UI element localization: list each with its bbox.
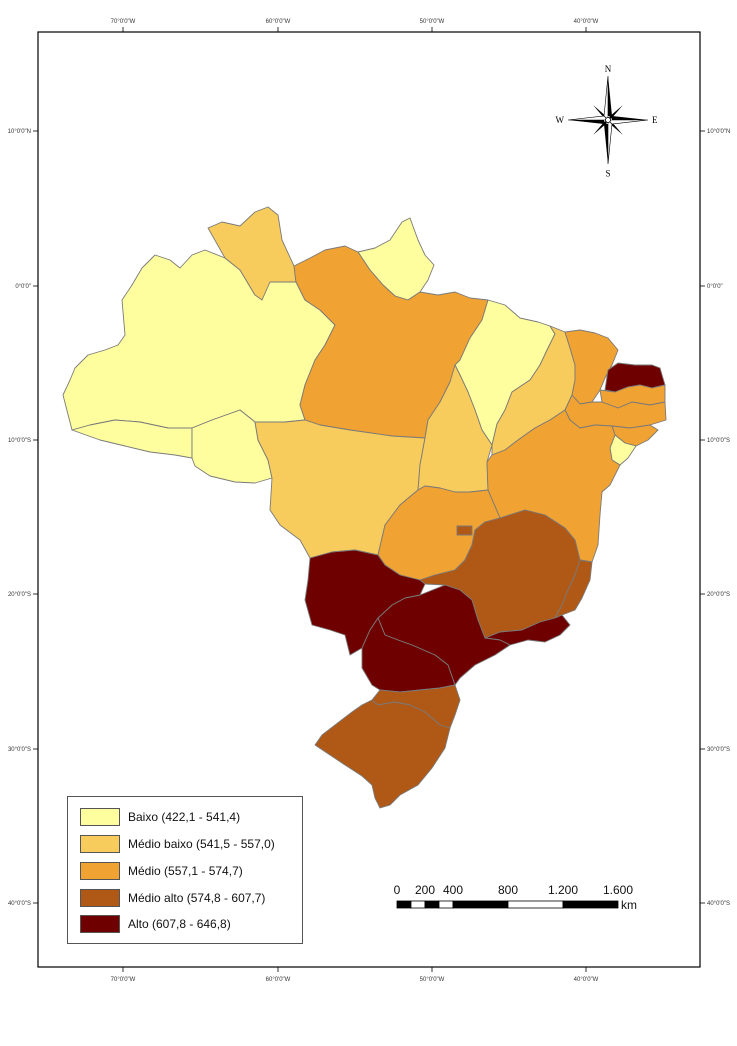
state-rio-grande-do-sul — [314, 699, 451, 809]
scale-segment — [410, 900, 426, 909]
legend-label: Médio baixo (541,5 - 557,0) — [128, 837, 275, 851]
legend-swatch — [80, 915, 120, 933]
left-tick-label: 0°0'0" — [15, 284, 31, 290]
legend-item: Médio alto (574,8 - 607,7) — [80, 888, 265, 908]
legend-label: Médio alto (574,8 - 607,7) — [128, 891, 266, 905]
right-tick-label: 30°0'0"S — [707, 747, 730, 753]
compass-ray-sw — [593, 121, 607, 135]
top-tick-label: 50°0'0"W — [420, 19, 445, 25]
scale-segment — [438, 900, 454, 909]
right-tick-label: 20°0'0"S — [707, 592, 730, 598]
bottom-tick-label: 40°0'0"W — [574, 977, 599, 983]
left-tick-label: 10°0'0"N — [8, 129, 31, 135]
left-graticule-ticks: 10°0'0"N 0°0'0" 10°0'0"S 20°0'0"S 30°0'0… — [8, 129, 38, 907]
legend-item: Médio (557,1 - 574,7) — [80, 861, 243, 881]
compass-ray-nw — [593, 105, 607, 119]
scale-segment — [452, 900, 509, 909]
state-distrito-federal — [456, 525, 473, 536]
right-tick-label: 0°0'0" — [707, 284, 723, 290]
compass-rose: N S E W — [556, 64, 659, 178]
legend-label: Alto (607,8 - 646,8) — [128, 917, 231, 931]
top-tick-label: 60°0'0"W — [266, 19, 291, 25]
compass-ray-ne — [609, 105, 623, 119]
legend-label: Baixo (422,1 - 541,4) — [128, 810, 241, 824]
legend-swatch — [80, 862, 120, 880]
legend-item: Médio baixo (541,5 - 557,0) — [80, 834, 275, 854]
compass-label-w: W — [556, 115, 565, 125]
top-graticule-ticks: 70°0'0"W 60°0'0"W 50°0'0"W 40°0'0"W — [111, 19, 599, 32]
compass-ray-se — [609, 121, 623, 135]
state-mato-grosso-do-sul — [304, 549, 426, 656]
left-tick-label: 10°0'0"S — [8, 438, 31, 444]
bottom-tick-label: 70°0'0"W — [111, 977, 136, 983]
legend-label: Médio (557,1 - 574,7) — [128, 864, 243, 878]
scale-label: 1.200 — [548, 883, 578, 897]
compass-label-e: E — [652, 115, 658, 125]
bottom-graticule-ticks: 70°0'0"W 60°0'0"W 50°0'0"W 40°0'0"W — [111, 967, 599, 983]
right-tick-label: 10°0'0"N — [707, 129, 730, 135]
legend-swatch — [80, 808, 120, 826]
top-tick-label: 40°0'0"W — [574, 19, 599, 25]
scale-unit: km — [621, 898, 637, 912]
scale-label: 800 — [498, 883, 518, 897]
compass-label-s: S — [605, 168, 610, 178]
legend-item: Baixo (422,1 - 541,4) — [80, 807, 240, 827]
legend-item: Alto (607,8 - 646,8) — [80, 914, 231, 934]
legend-swatch — [80, 835, 120, 853]
scale-segment — [396, 900, 412, 909]
legend: Baixo (422,1 - 541,4) Médio baixo (541,5… — [67, 796, 303, 944]
compass-center — [605, 117, 611, 123]
left-tick-label: 40°0'0"S — [8, 901, 31, 907]
bottom-tick-label: 60°0'0"W — [266, 977, 291, 983]
right-graticule-ticks: 10°0'0"N 0°0'0" 10°0'0"S 20°0'0"S 30°0'0… — [700, 129, 730, 907]
left-tick-label: 30°0'0"S — [8, 747, 31, 753]
compass-label-n: N — [605, 64, 612, 74]
scale-segment — [507, 900, 564, 909]
right-tick-label: 40°0'0"S — [707, 901, 730, 907]
scale-label: 400 — [443, 883, 463, 897]
states-layer — [62, 206, 667, 809]
left-tick-label: 20°0'0"S — [8, 592, 31, 598]
right-tick-label: 10°0'0"S — [707, 438, 730, 444]
top-tick-label: 70°0'0"W — [111, 19, 136, 25]
legend-swatch — [80, 889, 120, 907]
bottom-tick-label: 50°0'0"W — [420, 977, 445, 983]
scale-label: 0 — [394, 883, 401, 897]
scale-segment — [562, 900, 619, 909]
scale-label: 1.600 — [603, 883, 633, 897]
state-parana — [361, 617, 456, 693]
scale-segment — [424, 900, 440, 909]
scale-bar: 0 200 400 800 1.200 1.600 km — [394, 883, 637, 912]
scale-label: 200 — [415, 883, 435, 897]
